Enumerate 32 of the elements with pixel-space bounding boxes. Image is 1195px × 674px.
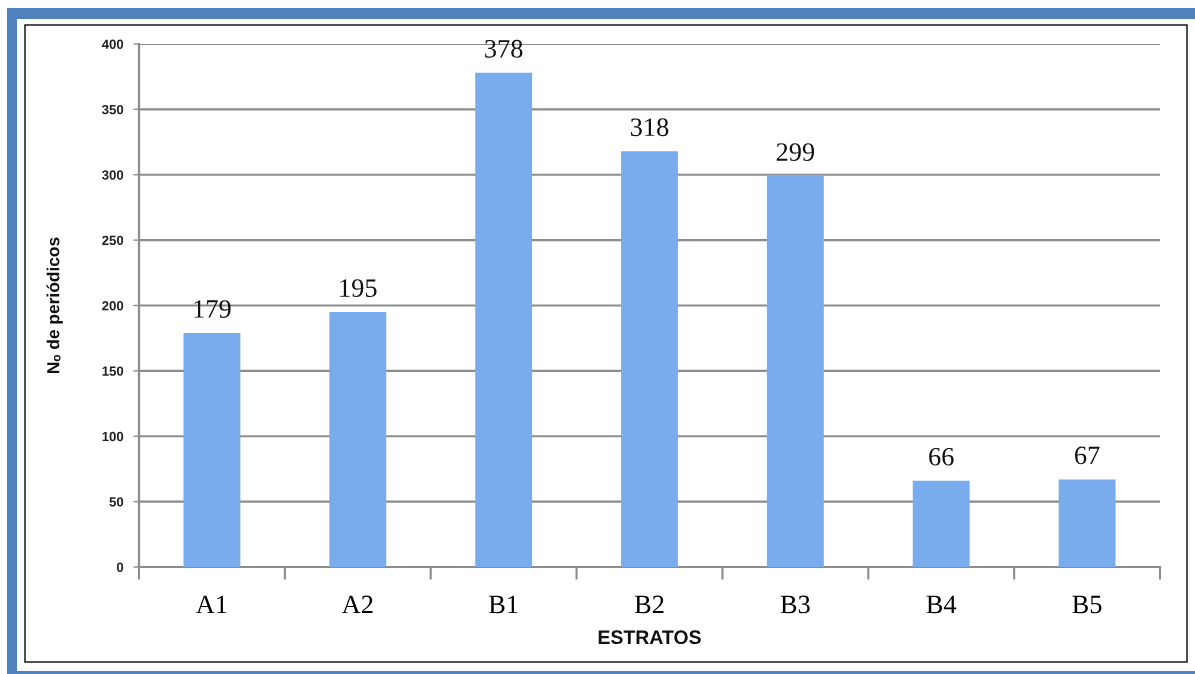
y-tick-label: 50 bbox=[109, 497, 124, 507]
data-label: 67 bbox=[1075, 446, 1100, 465]
x-axis-title: ESTRATOS bbox=[598, 630, 701, 645]
bar bbox=[1058, 479, 1116, 567]
x-tick-label: A2 bbox=[341, 595, 373, 614]
y-axis-title: Nₒ de periódicos bbox=[46, 237, 63, 374]
data-label: 179 bbox=[194, 300, 231, 318]
x-tick-label: A1 bbox=[196, 595, 227, 614]
y-tick-label: 100 bbox=[102, 431, 124, 442]
data-label: 318 bbox=[630, 118, 669, 137]
data-label: 195 bbox=[340, 279, 377, 297]
data-label: 66 bbox=[929, 447, 954, 466]
bar bbox=[183, 332, 241, 567]
y-tick-label: 350 bbox=[102, 104, 124, 115]
bar bbox=[329, 312, 387, 567]
x-tick-label: B5 bbox=[1072, 595, 1102, 614]
y-tick-label: 150 bbox=[102, 366, 124, 376]
y-tick-label: 200 bbox=[102, 301, 124, 311]
y-tick-label: 0 bbox=[116, 562, 124, 572]
bar bbox=[621, 151, 678, 567]
data-label: 378 bbox=[485, 39, 523, 58]
bar bbox=[766, 176, 824, 567]
y-tick-label: 400 bbox=[101, 39, 124, 49]
y-tick-label: 300 bbox=[102, 170, 124, 180]
x-tick-label: B2 bbox=[634, 595, 664, 614]
data-label: 299 bbox=[776, 143, 815, 161]
x-tick-label: B1 bbox=[489, 595, 518, 614]
bar bbox=[912, 480, 970, 567]
x-tick-label: B3 bbox=[780, 595, 810, 614]
bar bbox=[475, 72, 533, 567]
y-tick-label: 250 bbox=[102, 235, 124, 246]
x-tick-label: B4 bbox=[926, 595, 957, 614]
